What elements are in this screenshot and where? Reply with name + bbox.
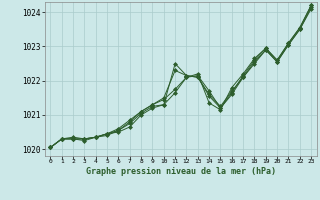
X-axis label: Graphe pression niveau de la mer (hPa): Graphe pression niveau de la mer (hPa)	[86, 167, 276, 176]
